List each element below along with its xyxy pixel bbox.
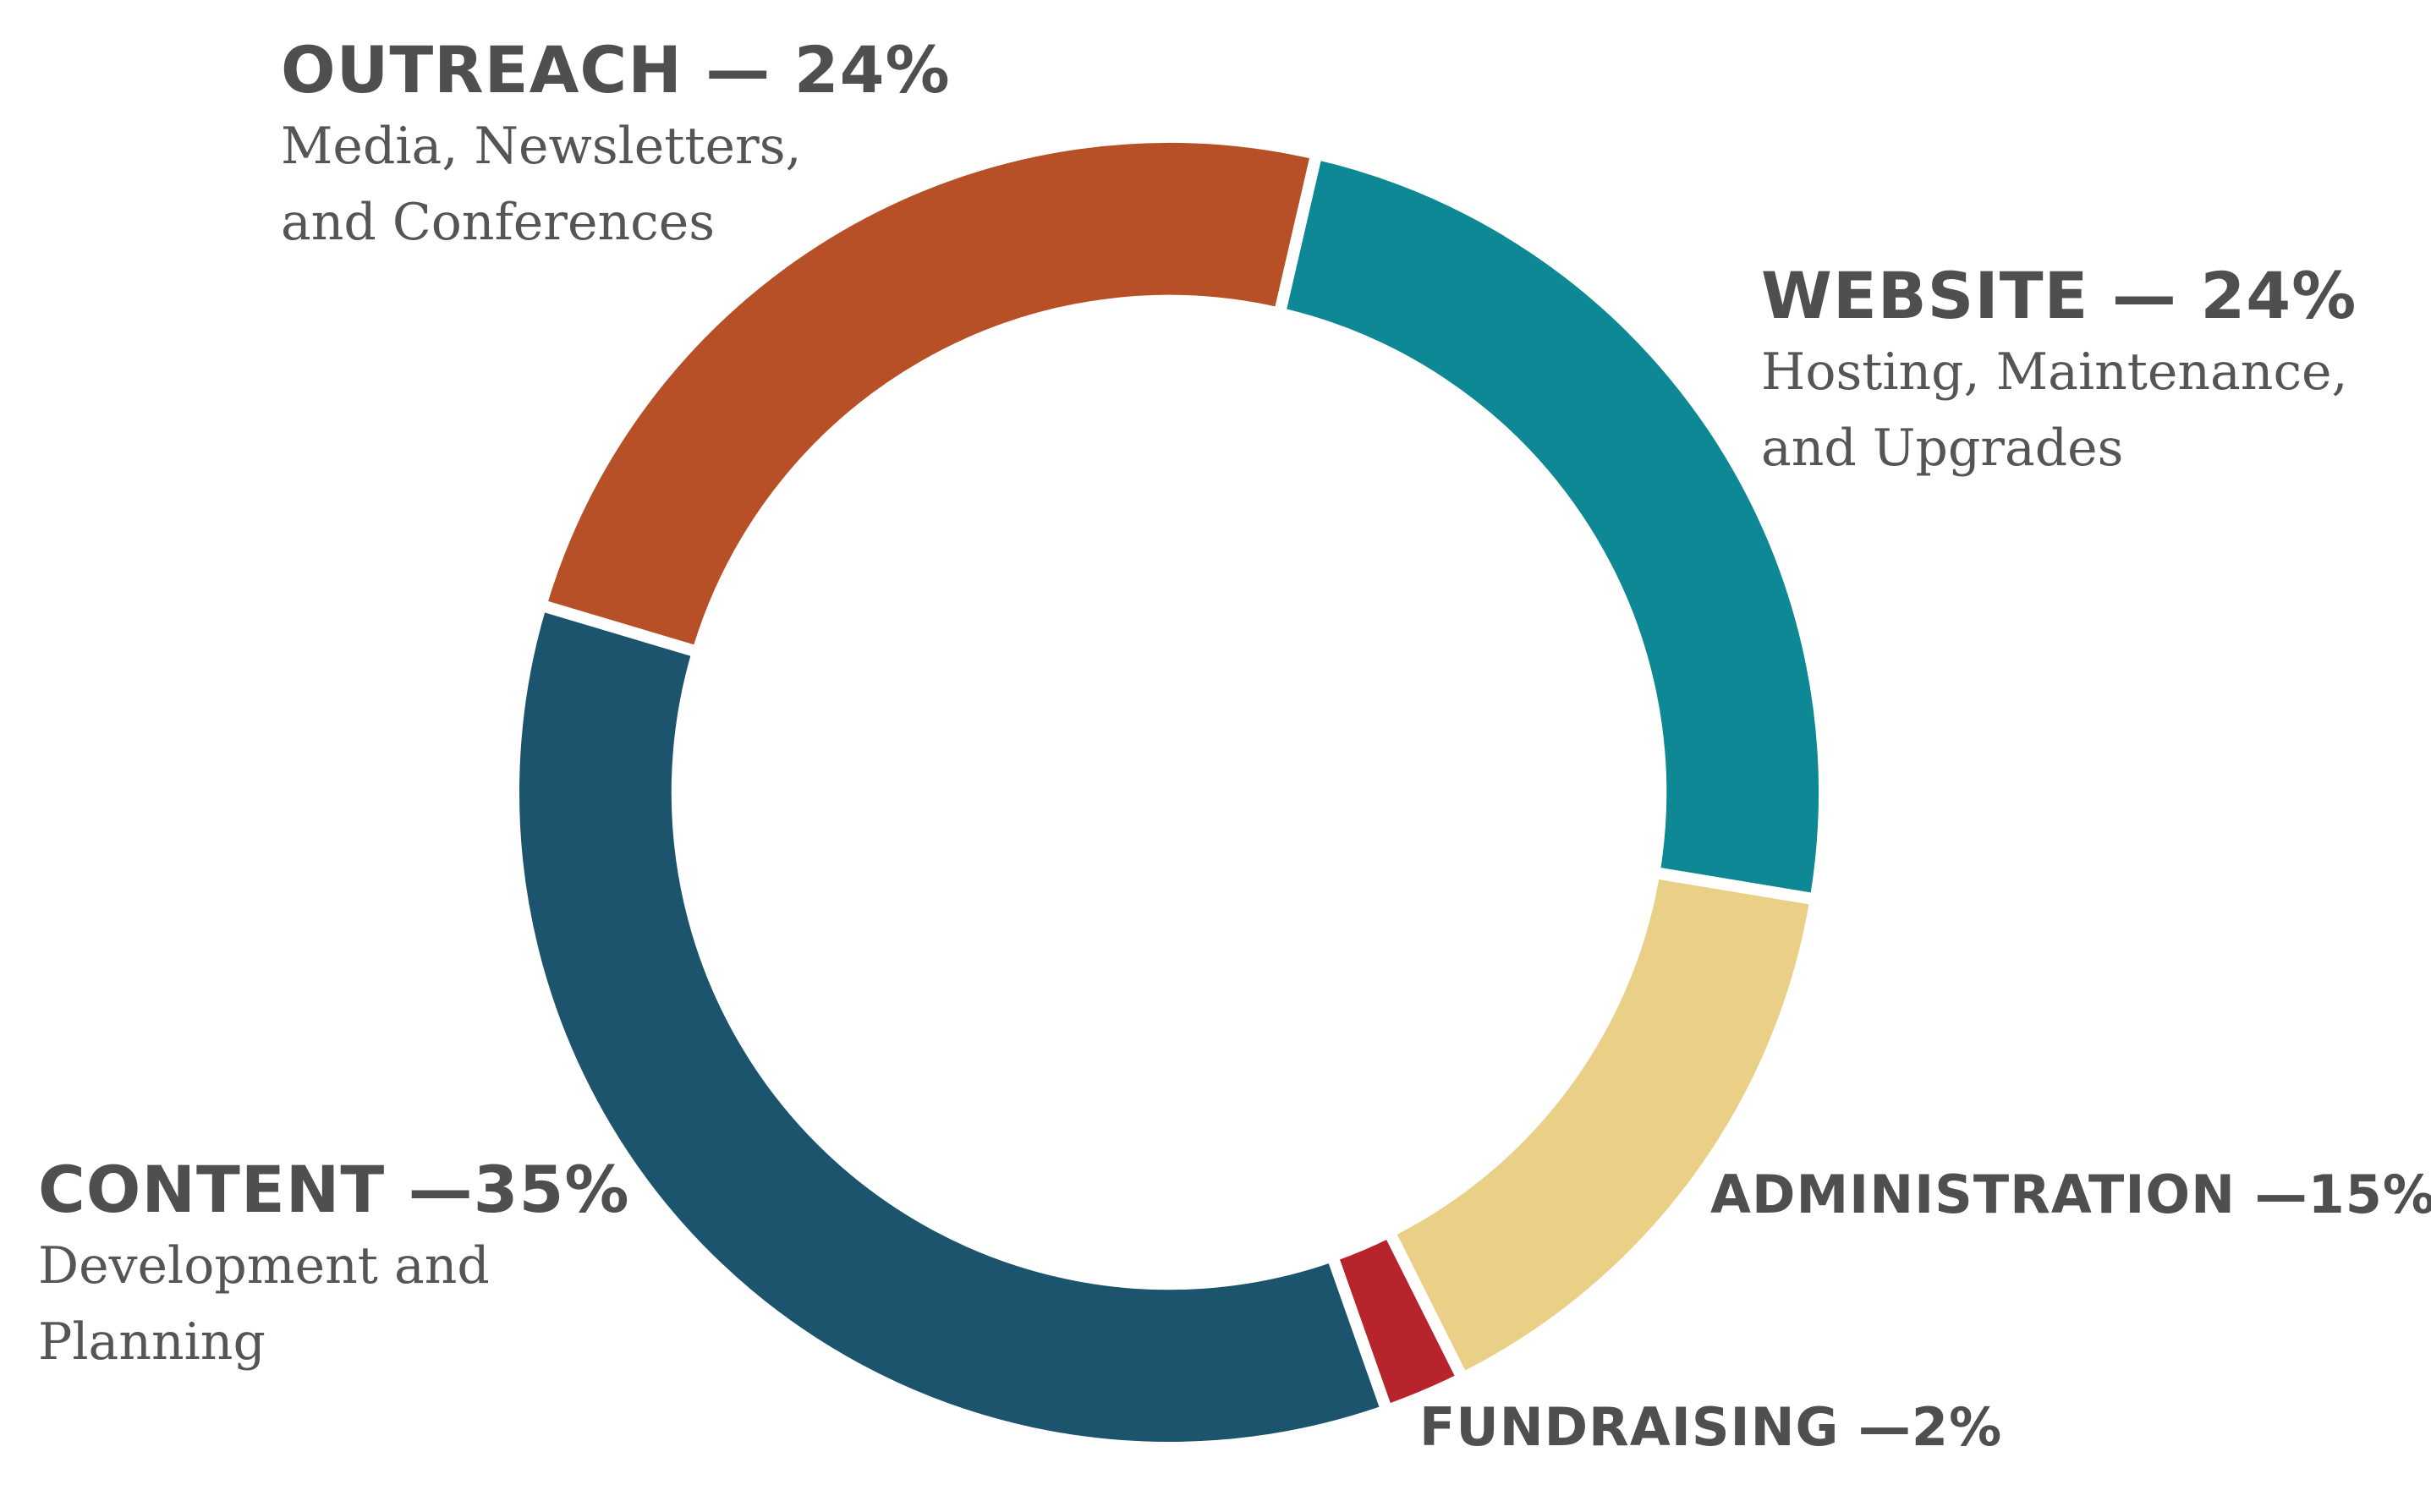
label-outreach: OUTREACH — 24% Media, Newsletters, and C… xyxy=(281,32,951,260)
slice-outreach xyxy=(533,131,1324,660)
slice-content xyxy=(508,597,1395,1454)
label-fundraising: FUNDRAISING —2% xyxy=(1419,1395,2002,1460)
label-website-desc-line-1: Hosting, Maintenance, xyxy=(1761,342,2348,402)
label-outreach-desc-line-1: Media, Newsletters, xyxy=(281,117,802,176)
slice-administration xyxy=(1380,865,1823,1387)
label-outreach-desc-line-2: and Conferences xyxy=(281,193,716,252)
label-content: CONTENT —35% Development and Planning xyxy=(38,1152,630,1380)
label-administration: ADMINISTRATION —15% xyxy=(1710,1163,2431,1227)
label-content-desc-line-1: Development and xyxy=(38,1236,490,1296)
label-administration-title: ADMINISTRATION —15% xyxy=(1710,1164,2431,1225)
label-content-desc-line-2: Planning xyxy=(38,1312,266,1372)
label-content-title: CONTENT —35% xyxy=(38,1152,630,1227)
label-website-title: WEBSITE — 24% xyxy=(1761,258,2357,333)
label-website: WEBSITE — 24% Hosting, Maintenance, and … xyxy=(1761,258,2357,486)
label-outreach-title: OUTREACH — 24% xyxy=(281,32,951,107)
label-fundraising-title: FUNDRAISING —2% xyxy=(1419,1396,2003,1458)
slice-website xyxy=(1272,146,1830,907)
label-website-desc-line-2: and Upgrades xyxy=(1761,419,2124,478)
